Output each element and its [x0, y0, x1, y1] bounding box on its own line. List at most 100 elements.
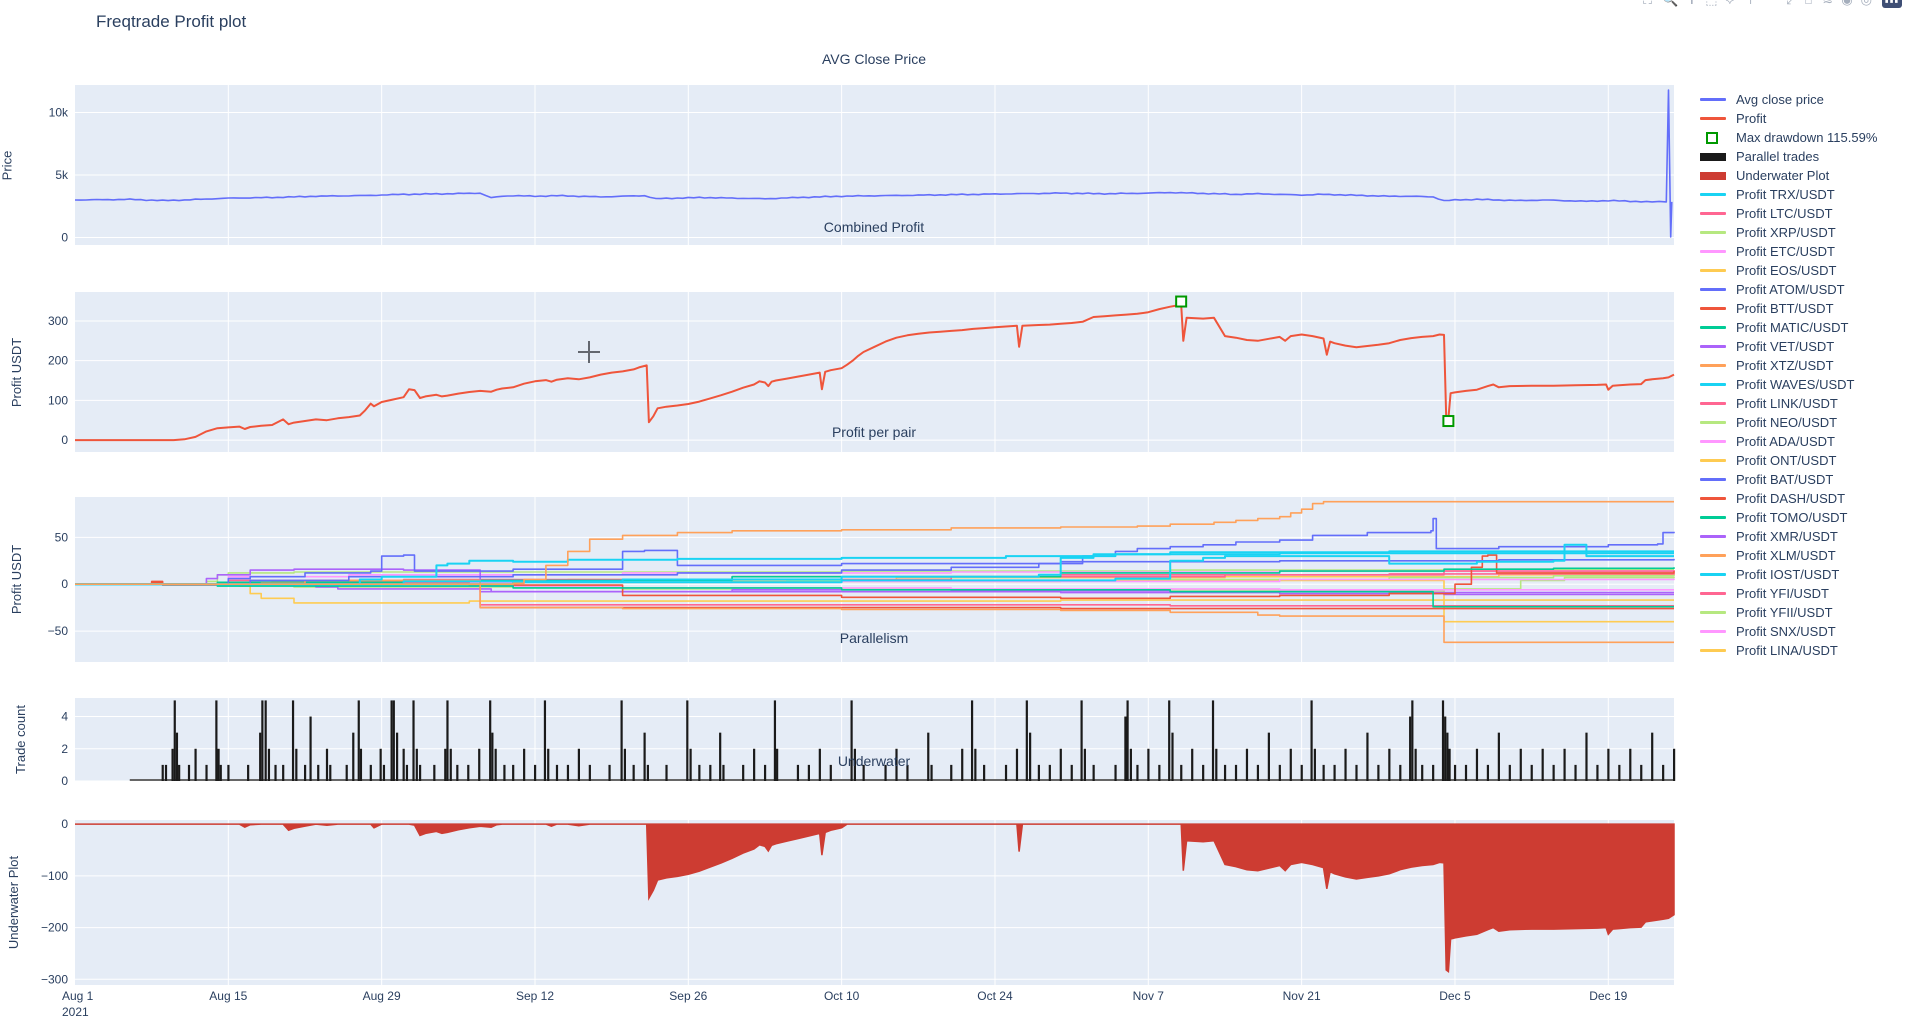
plot-area-avg-close-price[interactable] — [75, 85, 1674, 245]
legend-swatch-icon — [1700, 592, 1730, 595]
legend-item-profit[interactable]: Profit — [1700, 109, 1877, 128]
trade-count-bar — [303, 764, 307, 781]
hover-compare-icon[interactable]: ◎ — [1861, 0, 1872, 11]
hover-closest-icon[interactable]: ◉ — [1841, 0, 1852, 11]
legend-item-profit-link-usdt[interactable]: Profit LINK/USDT — [1700, 394, 1877, 413]
legend-label: Profit VET/USDT — [1736, 339, 1835, 354]
legend-item-profit-tomo-usdt[interactable]: Profit TOMO/USDT — [1700, 508, 1877, 527]
zoom-icon[interactable]: 🔍 — [1662, 0, 1678, 11]
legend-label: Profit XTZ/USDT — [1736, 358, 1834, 373]
x-tick-label: Aug 1 — [62, 989, 94, 1003]
legend-item-profit-xrp-usdt[interactable]: Profit XRP/USDT — [1700, 223, 1877, 242]
legend-label: Profit XMR/USDT — [1736, 529, 1838, 544]
legend-item-profit-yfi-usdt[interactable]: Profit YFI/USDT — [1700, 584, 1877, 603]
trade-count-bar — [1377, 764, 1380, 781]
legend-item-avg-close-price[interactable]: Avg close price — [1700, 90, 1877, 109]
trade-count-bar — [1441, 700, 1445, 781]
trade-count-bar — [895, 748, 898, 781]
y-tick-label: 0 — [61, 774, 68, 788]
legend-item-profit-etc-usdt[interactable]: Profit ETC/USDT — [1700, 242, 1877, 261]
plot-area-parallelism[interactable] — [75, 698, 1674, 781]
legend-label: Profit ONT/USDT — [1736, 453, 1837, 468]
trade-count-bar — [1399, 764, 1402, 781]
legend-swatch-icon — [1700, 421, 1730, 424]
spikelines-icon[interactable]: ≋ — [1822, 0, 1833, 11]
plotly-modebar: ⛶ 🔍 ✛ ⬚ ⟡ ＋ － ⤢ ⌂ ≋ ◉ ◎ ▮▮▮ — [1643, 0, 1902, 11]
trade-count-bar — [763, 764, 767, 781]
y-tick-label: 0 — [61, 433, 68, 447]
legend-item-profit-waves-usdt[interactable]: Profit WAVES/USDT — [1700, 375, 1877, 394]
trade-count-bar — [709, 764, 712, 781]
legend-label: Profit LINA/USDT — [1736, 643, 1838, 658]
legend-item-profit-xmr-usdt[interactable]: Profit XMR/USDT — [1700, 527, 1877, 546]
trade-count-bar — [1366, 732, 1369, 781]
trade-count-bar — [217, 748, 220, 781]
autoscale-icon[interactable]: ⤢ — [1786, 0, 1796, 11]
legend-item-profit-ltc-usdt[interactable]: Profit LTC/USDT — [1700, 204, 1877, 223]
legend-item-profit-trx-usdt[interactable]: Profit TRX/USDT — [1700, 185, 1877, 204]
legend-item-profit-vet-usdt[interactable]: Profit VET/USDT — [1700, 337, 1877, 356]
trade-count-bar — [489, 700, 492, 781]
trade-count-bar — [1446, 732, 1449, 781]
trade-count-bar — [175, 732, 179, 781]
legend-item-profit-matic-usdt[interactable]: Profit MATIC/USDT — [1700, 318, 1877, 337]
legend-item-max-drawdown-115-59-[interactable]: Max drawdown 115.59% — [1700, 128, 1877, 147]
lasso-select-icon[interactable]: ⟡ — [1726, 0, 1735, 11]
trade-count-bar — [566, 764, 570, 781]
box-select-icon[interactable]: ⬚ — [1705, 0, 1717, 11]
trade-count-bar — [478, 748, 481, 781]
trade-count-bar — [1388, 748, 1391, 781]
trade-count-bar — [1234, 764, 1238, 781]
legend-item-parallel-trades[interactable]: Parallel trades — [1700, 147, 1877, 166]
trade-count-bar — [1596, 764, 1599, 781]
legend-item-profit-btt-usdt[interactable]: Profit BTT/USDT — [1700, 299, 1877, 318]
legend-item-profit-eos-usdt[interactable]: Profit EOS/USDT — [1700, 261, 1877, 280]
trade-count-bar — [1541, 748, 1544, 781]
zoom-in-icon[interactable]: ＋ — [1744, 0, 1757, 11]
legend-item-profit-lina-usdt[interactable]: Profit LINA/USDT — [1700, 641, 1877, 660]
camera-icon[interactable]: ⛶ — [1643, 0, 1652, 11]
plotly-logo-icon[interactable]: ▮▮▮ — [1882, 0, 1902, 8]
trade-count-bar — [533, 764, 537, 781]
legend-label: Profit TOMO/USDT — [1736, 510, 1848, 525]
trade-count-bar — [623, 748, 626, 781]
legend-item-underwater-plot[interactable]: Underwater Plot — [1700, 166, 1877, 185]
series-profit-xrp-usdt — [75, 568, 1674, 585]
trade-count-bar — [970, 700, 974, 781]
legend-item-profit-xtz-usdt[interactable]: Profit XTZ/USDT — [1700, 356, 1877, 375]
legend-swatch-icon — [1700, 383, 1730, 386]
legend-item-profit-bat-usdt[interactable]: Profit BAT/USDT — [1700, 470, 1877, 489]
trade-count-bar — [1147, 748, 1150, 781]
legend-swatch-icon — [1700, 611, 1730, 614]
legend-item-profit-iost-usdt[interactable]: Profit IOST/USDT — [1700, 565, 1877, 584]
legend-item-profit-ada-usdt[interactable]: Profit ADA/USDT — [1700, 432, 1877, 451]
trade-count-bar — [646, 764, 649, 781]
legend-item-profit-xlm-usdt[interactable]: Profit XLM/USDT — [1700, 546, 1877, 565]
legend-swatch-icon — [1700, 152, 1730, 161]
legend-item-profit-yfii-usdt[interactable]: Profit YFII/USDT — [1700, 603, 1877, 622]
legend-swatch-icon — [1700, 171, 1730, 180]
legend-swatch-icon — [1700, 345, 1730, 348]
legend-swatch-icon — [1700, 630, 1730, 633]
pan-icon[interactable]: ✛ — [1686, 0, 1697, 11]
trade-count-bar — [1278, 764, 1281, 781]
zoom-out-icon[interactable]: － — [1765, 0, 1778, 11]
trade-count-bar — [853, 748, 856, 781]
legend-item-profit-dash-usdt[interactable]: Profit DASH/USDT — [1700, 489, 1877, 508]
reset-axes-icon[interactable]: ⌂ — [1805, 0, 1813, 11]
legend-swatch-icon — [1700, 573, 1730, 576]
legend-item-profit-snx-usdt[interactable]: Profit SNX/USDT — [1700, 622, 1877, 641]
y-tick-label: 2 — [61, 742, 68, 756]
legend-item-profit-ont-usdt[interactable]: Profit ONT/USDT — [1700, 451, 1877, 470]
trade-count-bar — [1037, 764, 1040, 781]
legend-item-profit-atom-usdt[interactable]: Profit ATOM/USDT — [1700, 280, 1877, 299]
x-tick-label: Aug 15 — [209, 989, 247, 1003]
legend-item-profit-neo-usdt[interactable]: Profit NEO/USDT — [1700, 413, 1877, 432]
trade-count-bar — [1092, 764, 1095, 781]
trade-count-bar — [1313, 748, 1316, 781]
trade-count-bar — [1048, 764, 1051, 781]
plot-area-combined-profit[interactable] — [75, 292, 1674, 452]
trade-count-bar — [523, 748, 526, 781]
trade-count-bar — [1223, 764, 1227, 781]
trade-count-bar — [1080, 700, 1083, 781]
